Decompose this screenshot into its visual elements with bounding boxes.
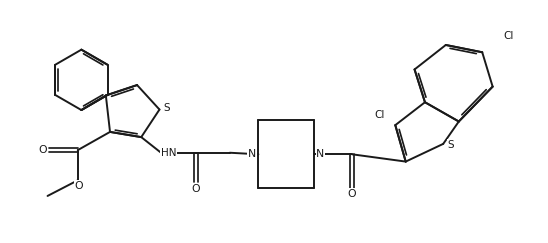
Text: O: O bbox=[38, 145, 47, 155]
Text: O: O bbox=[348, 189, 356, 199]
Text: O: O bbox=[192, 184, 200, 194]
Text: S: S bbox=[163, 104, 170, 113]
Text: O: O bbox=[75, 181, 83, 191]
Text: Cl: Cl bbox=[374, 110, 385, 120]
Text: Cl: Cl bbox=[503, 31, 513, 41]
Text: N: N bbox=[248, 149, 256, 159]
Text: S: S bbox=[447, 140, 454, 150]
Text: N: N bbox=[316, 149, 324, 159]
Text: HN: HN bbox=[161, 148, 176, 158]
